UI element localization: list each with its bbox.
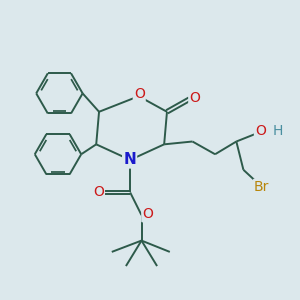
Text: O: O (93, 185, 104, 200)
Text: H: H (272, 124, 283, 138)
Text: O: O (134, 87, 145, 101)
Text: Br: Br (254, 180, 269, 194)
Text: O: O (255, 124, 266, 138)
Text: O: O (189, 91, 200, 105)
Text: N: N (123, 152, 136, 167)
Text: O: O (142, 207, 153, 221)
